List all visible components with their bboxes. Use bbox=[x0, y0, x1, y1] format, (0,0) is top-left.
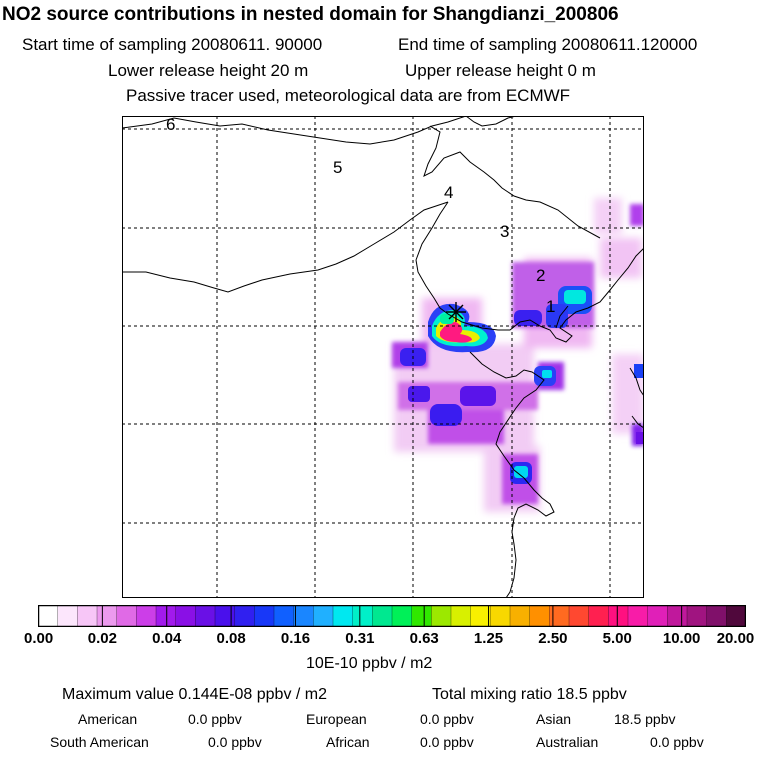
colorbar-cell bbox=[274, 605, 295, 627]
region-label-2: 2 bbox=[536, 266, 545, 285]
colorbar-cell bbox=[352, 605, 373, 627]
colorbar-cell bbox=[392, 605, 413, 627]
colorbar-cell bbox=[234, 605, 255, 627]
colorbar-cell bbox=[490, 605, 511, 627]
colorbar-cell bbox=[97, 605, 118, 627]
colorbar-cell bbox=[687, 605, 708, 627]
region-label-4: 4 bbox=[444, 183, 453, 202]
colorbar-cell bbox=[647, 605, 668, 627]
colorbar-cell bbox=[569, 605, 590, 627]
region-labels: 6 5 4 3 2 1 bbox=[166, 116, 555, 316]
region-label-3: 3 bbox=[500, 222, 509, 241]
coastline bbox=[122, 116, 644, 598]
colorbar-cell bbox=[706, 605, 727, 627]
colorbar-cell bbox=[116, 605, 137, 627]
source-value-south-american: 0.0 ppbv bbox=[208, 734, 262, 750]
receptor-marker-icon bbox=[446, 302, 466, 322]
plot-title: NO2 source contributions in nested domai… bbox=[2, 4, 619, 25]
colorbar-cell bbox=[156, 605, 177, 627]
source-name-african: African bbox=[326, 734, 370, 750]
colorbar-tick-label: 0.02 bbox=[87, 630, 117, 647]
colorbar-cell bbox=[293, 605, 314, 627]
source-name-asian: Asian bbox=[536, 711, 572, 727]
colorbar-cell bbox=[333, 605, 354, 627]
colorbar-cell bbox=[77, 605, 98, 627]
colorbar-tick-label: 0.08 bbox=[216, 630, 246, 647]
source-value-australian: 0.0 ppbv bbox=[650, 734, 704, 750]
colorbar-cell bbox=[372, 605, 393, 627]
source-name-american: American bbox=[78, 711, 138, 727]
colorbar-tick-label: 5.00 bbox=[602, 630, 632, 647]
colorbar-tick-label: 1.25 bbox=[473, 630, 504, 647]
source-value-american: 0.0 ppbv bbox=[188, 711, 242, 727]
region-label-1: 1 bbox=[546, 297, 555, 316]
colorbar-cell bbox=[451, 605, 472, 627]
colorbar-cell bbox=[431, 605, 452, 627]
map-frame bbox=[122, 116, 644, 598]
colorbar-tick-label: 0.00 bbox=[24, 630, 54, 647]
map-background bbox=[122, 116, 644, 598]
colorbar-cell bbox=[628, 605, 649, 627]
colorbar-tick-label: 20.00 bbox=[716, 630, 755, 647]
upper-release-label: Upper release height 0 m bbox=[405, 61, 596, 80]
region-label-6: 6 bbox=[166, 116, 175, 134]
colorbar-cell bbox=[38, 605, 59, 627]
colorbar-cell bbox=[549, 605, 570, 627]
note-label: Passive tracer used, meteorological data… bbox=[126, 86, 571, 105]
colorbar-tick-label: 0.04 bbox=[152, 630, 182, 647]
colorbar-cell bbox=[588, 605, 609, 627]
colorbar-cell bbox=[667, 605, 688, 627]
source-value-asian: 18.5 ppbv bbox=[614, 711, 676, 727]
colorbar-tick-label: 2.50 bbox=[538, 630, 568, 647]
colorbar-cell bbox=[726, 605, 746, 627]
colorbar-cell bbox=[470, 605, 491, 627]
colorbar-cell bbox=[411, 605, 432, 627]
concentration-field bbox=[392, 198, 644, 512]
colorbar-cell bbox=[195, 605, 216, 627]
colorbar-cell bbox=[254, 605, 275, 627]
colorbar bbox=[38, 605, 746, 627]
colorbar-cell bbox=[510, 605, 531, 627]
colorbar-cell bbox=[529, 605, 550, 627]
colorbar-cell bbox=[136, 605, 157, 627]
source-value-african: 0.0 ppbv bbox=[420, 734, 474, 750]
source-name-south-american: South American bbox=[50, 734, 149, 750]
colorbar-units: 10E-10 ppbv / m2 bbox=[306, 655, 433, 672]
colorbar-cell bbox=[608, 605, 629, 627]
colorbar-tick-label: 0.63 bbox=[409, 630, 439, 647]
colorbar-cell bbox=[175, 605, 196, 627]
source-name-australian: Australian bbox=[536, 734, 599, 750]
region-label-5: 5 bbox=[333, 158, 342, 177]
total-mixing-label: Total mixing ratio 18.5 ppbv bbox=[432, 686, 627, 703]
source-value-european: 0.0 ppbv bbox=[420, 711, 474, 727]
start-time-label: Start time of sampling 20080611. 90000 bbox=[22, 35, 323, 54]
graticule bbox=[122, 116, 644, 598]
colorbar-tick-label: 0.16 bbox=[280, 630, 311, 647]
source-name-european: European bbox=[306, 711, 367, 727]
lower-release-label: Lower release height 20 m bbox=[108, 61, 309, 80]
colorbar-cell bbox=[57, 605, 78, 627]
colorbar-tick-label: 10.00 bbox=[662, 630, 701, 647]
colorbar-tick-label: 0.31 bbox=[345, 630, 375, 647]
colorbar-cell bbox=[215, 605, 236, 627]
end-time-label: End time of sampling 20080611.120000 bbox=[398, 35, 698, 54]
colorbar-cell bbox=[313, 605, 334, 627]
max-value-label: Maximum value 0.144E-08 ppbv / m2 bbox=[62, 686, 328, 703]
map-panel: 6 5 4 3 2 1 bbox=[122, 116, 644, 598]
